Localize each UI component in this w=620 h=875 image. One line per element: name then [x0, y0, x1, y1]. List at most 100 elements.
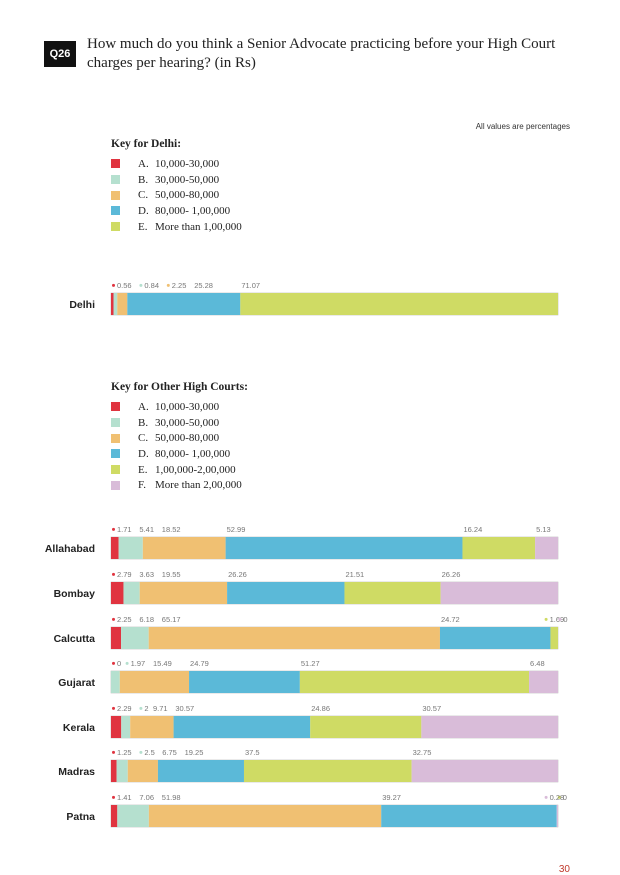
court-label: Kerala — [63, 722, 95, 734]
bar-segment-d — [157, 760, 244, 782]
bar-segment-a — [111, 627, 122, 649]
bar-segment-e — [344, 582, 441, 604]
value-label: 52.99 — [227, 525, 246, 534]
legend-swatch — [111, 449, 120, 459]
value-marker-dot — [557, 795, 561, 799]
delhi-key-title: Key for Delhi: — [111, 138, 182, 150]
court-label: Delhi — [69, 299, 95, 311]
legend-swatch — [111, 206, 120, 216]
bar-segment-d — [225, 537, 463, 559]
legend-letter: E. — [138, 463, 148, 476]
value-label: 24.72 — [441, 615, 460, 624]
bar-segment-d — [227, 582, 345, 604]
bar-segment-c — [117, 293, 128, 315]
value-label: 2.5 — [144, 748, 154, 757]
bar-row-bombay: Bombay 2.79 3.63 19.55 26.26 21.51 26.26 — [54, 570, 559, 605]
legend-swatch — [111, 465, 120, 475]
value-marker-dot — [139, 283, 143, 287]
legend-item: B. 30,000-50,000 — [111, 415, 248, 431]
bar-segment-e — [550, 627, 558, 649]
bar-segment-e — [462, 537, 536, 559]
value-label: 71.07 — [241, 281, 260, 290]
bar-segment-a — [111, 805, 118, 827]
bar-segment-f — [411, 760, 558, 782]
legend-label: 80,000- 1,00,000 — [155, 204, 231, 217]
court-label: Madras — [58, 766, 95, 778]
value-marker-dot — [544, 617, 548, 621]
value-label: 16.24 — [463, 525, 482, 534]
bar-segment-c — [142, 537, 226, 559]
value-marker-dot — [166, 283, 170, 287]
bar-segment-a — [111, 582, 124, 604]
value-label: 5.13 — [536, 525, 551, 534]
bar-segment-b — [118, 537, 143, 559]
value-label: 19.25 — [185, 748, 204, 757]
bar-row-delhi: Delhi 0.56 0.84 2.25 25.28 71.07 — [69, 281, 559, 316]
legend-letter: D. — [138, 204, 149, 217]
value-label: 32.75 — [413, 748, 432, 757]
value-label: 0.84 — [144, 281, 159, 290]
bar-segment-c — [148, 805, 382, 827]
bar-segment-e — [310, 716, 422, 738]
legend-item: D. 80,000- 1,00,000 — [111, 446, 248, 462]
bar-segment-a — [111, 760, 117, 782]
value-label: 6.18 — [139, 615, 154, 624]
legend-label: 50,000-80,000 — [155, 432, 220, 445]
value-label: 18.52 — [162, 525, 181, 534]
value-marker-dot — [112, 706, 115, 710]
value-label: 26.26 — [228, 570, 247, 579]
value-label: 9.71 — [153, 704, 168, 713]
legend-label: More than 2,00,000 — [155, 479, 242, 492]
value-marker-dot — [139, 750, 143, 754]
bar-segment-a — [111, 716, 122, 738]
bar-segment-b — [121, 716, 131, 738]
court-label: Allahabad — [45, 543, 95, 555]
legend-item: A. 10,000-30,000 — [111, 399, 248, 415]
legend-swatch — [111, 159, 120, 169]
bar-segment-d — [127, 293, 241, 315]
legend-letter: A. — [138, 157, 149, 170]
court-label: Gujarat — [58, 677, 95, 689]
bar-segment-b — [117, 805, 149, 827]
legend-label: 30,000-50,000 — [155, 416, 220, 429]
value-label: 6.75 — [162, 748, 177, 757]
bar-segment-f — [529, 671, 558, 693]
legend-swatch — [111, 190, 120, 200]
value-marker-dot — [544, 795, 548, 799]
value-label: 1.25 — [117, 748, 132, 757]
value-marker-dot — [112, 572, 115, 576]
legend-letter: C. — [138, 189, 149, 202]
legend-letter: B. — [138, 416, 149, 429]
bar-segment-d — [381, 805, 557, 827]
bar-segment-f — [421, 716, 558, 738]
bar-row-gujarat: Gujarat 0 1.97 15.49 24.79 51.27 6.48 — [58, 659, 559, 694]
value-label: 30.57 — [175, 704, 194, 713]
legend-letter: F. — [138, 479, 146, 492]
other-courts-key: Key for Other High Courts: A. 10,000-30,0… — [111, 381, 248, 493]
legend-item: B. 30,000-50,000 — [111, 172, 242, 188]
value-marker-dot — [112, 795, 115, 799]
value-label: 19.55 — [162, 570, 181, 579]
value-label: 21.51 — [345, 570, 364, 579]
value-label: 0 — [563, 793, 567, 802]
legend-label: More than 1,00,000 — [155, 220, 242, 233]
value-label: 15.49 — [153, 659, 172, 668]
values-note: All values are percentages — [475, 122, 570, 131]
value-label: 2 — [144, 704, 148, 713]
value-label: 26.26 — [442, 570, 461, 579]
value-label: 2.29 — [117, 704, 132, 713]
question-text: How much do you think a Senior Advocate … — [87, 36, 556, 71]
bar-row-patna: Patna 1.41 7.06 51.98 39.27 00.28 — [66, 793, 567, 828]
legend-swatch — [111, 480, 120, 490]
bar-segment-c — [127, 760, 158, 782]
legend-item: C. 50,000-80,000 — [111, 430, 248, 446]
value-marker-dot — [112, 661, 115, 665]
bar-segment-c — [130, 716, 174, 738]
legend-item: A. 10,000-30,000 — [111, 156, 242, 172]
bar-segment-a — [111, 537, 119, 559]
legend-letter: D. — [138, 447, 149, 460]
legend-letter: C. — [138, 432, 149, 445]
bar-segment-b — [111, 671, 120, 693]
bar-segment-d — [173, 716, 311, 738]
